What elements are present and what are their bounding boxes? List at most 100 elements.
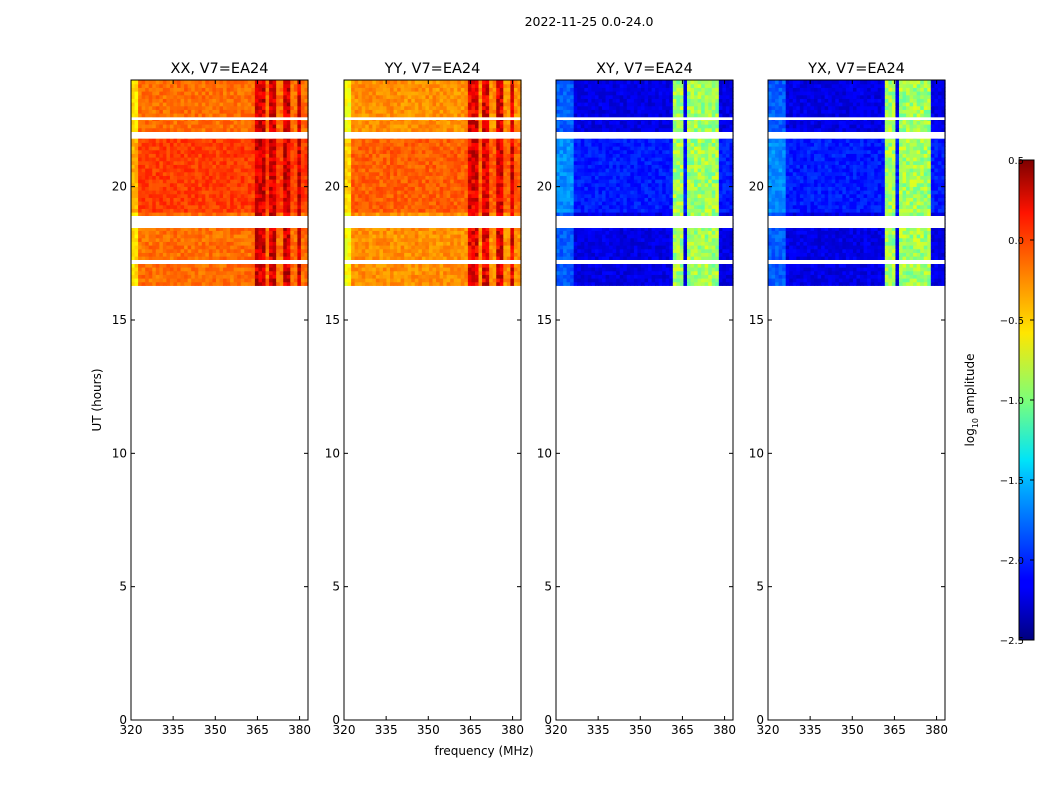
heatmap-cell — [223, 208, 228, 213]
heatmap-cell — [261, 226, 267, 231]
heatmap-cell — [269, 83, 274, 88]
heatmap-cell — [205, 204, 210, 209]
heatmap-cell — [393, 197, 398, 202]
heatmap-cell — [499, 270, 504, 275]
heatmap-cell — [496, 171, 501, 176]
heatmap-cell — [300, 226, 306, 231]
heatmap-cell — [351, 226, 356, 231]
heatmap-cell — [162, 113, 167, 118]
heatmap-cell — [393, 252, 398, 257]
heatmap-cell — [460, 201, 465, 206]
heatmap-cell — [464, 230, 469, 235]
heatmap-cell — [414, 241, 419, 246]
heatmap-cell — [460, 153, 465, 158]
heatmap-cell — [258, 179, 263, 184]
heatmap-cell — [283, 157, 288, 162]
heatmap-cell — [382, 267, 388, 272]
heatmap-cell — [141, 226, 146, 231]
heatmap-cell — [460, 256, 465, 261]
heatmap-cell — [276, 241, 281, 246]
heatmap-cell — [131, 175, 136, 180]
heatmap-cell — [138, 182, 143, 187]
heatmap-cell — [286, 274, 291, 279]
heatmap-cell — [407, 267, 412, 272]
heatmap-cell — [404, 164, 409, 169]
heatmap-cell — [198, 204, 203, 209]
heatmap-cell — [272, 281, 277, 286]
heatmap-cell — [425, 230, 430, 235]
heatmap-cell — [397, 256, 402, 261]
heatmap-cell — [411, 237, 416, 242]
heatmap-cell — [261, 230, 267, 235]
heatmap-cell — [276, 278, 281, 283]
heatmap-cell — [251, 186, 256, 191]
heatmap-cell — [169, 252, 175, 257]
heatmap-cell — [368, 252, 373, 257]
heatmap-cell — [404, 138, 409, 143]
heatmap-cell — [436, 281, 441, 286]
heatmap-cell — [279, 171, 284, 176]
heatmap-cell — [261, 160, 267, 165]
heatmap-cell — [517, 175, 522, 180]
heatmap-cell — [506, 142, 511, 147]
heatmap-cell — [304, 278, 309, 283]
heatmap-cell — [258, 193, 263, 198]
heatmap-cell — [351, 208, 356, 213]
heatmap-cell — [436, 234, 441, 239]
heatmap-cell — [393, 226, 398, 231]
heatmap-cell — [219, 204, 224, 209]
heatmap-cell — [467, 256, 473, 261]
heatmap-cell — [145, 157, 150, 162]
heatmap-cell — [400, 274, 405, 279]
heatmap-cell — [177, 234, 182, 239]
heatmap-cell — [265, 234, 270, 239]
heatmap-cell — [421, 193, 427, 198]
heatmap-cell — [223, 142, 228, 147]
heatmap-cell — [386, 175, 391, 180]
heatmap-cell — [351, 201, 356, 206]
heatmap-cell — [173, 212, 178, 217]
heatmap-cell — [407, 182, 412, 187]
heatmap-cell — [230, 146, 235, 151]
heatmap-cell — [169, 98, 175, 103]
heatmap-cell — [205, 281, 210, 286]
heatmap-cell — [254, 252, 260, 257]
heatmap-cell — [187, 270, 192, 275]
heatmap-cell — [286, 256, 291, 261]
heatmap-cell — [138, 263, 143, 268]
heatmap-cell — [386, 190, 391, 195]
heatmap-cell — [361, 212, 366, 217]
heatmap-cell — [152, 182, 157, 187]
heatmap-cell — [457, 256, 462, 261]
heatmap-cell — [283, 179, 288, 184]
heatmap-cell — [148, 241, 153, 246]
heatmap-cell — [400, 281, 405, 286]
heatmap-cell — [375, 278, 380, 283]
heatmap-cell — [421, 164, 427, 169]
heatmap-cell — [400, 149, 405, 154]
heatmap-cell — [276, 226, 281, 231]
heatmap-cell — [372, 274, 377, 279]
heatmap-cell — [272, 267, 277, 272]
heatmap-cell — [290, 142, 295, 147]
heatmap-cell — [180, 245, 185, 250]
heatmap-cell — [155, 193, 160, 198]
heatmap-cell — [230, 168, 235, 173]
heatmap-cell — [279, 124, 284, 129]
x-axis-label: frequency (MHz) — [434, 744, 533, 758]
heatmap-cell — [258, 234, 263, 239]
heatmap-cell — [244, 149, 249, 154]
heatmap-cell — [513, 153, 519, 158]
heatmap-cell — [212, 171, 217, 176]
heatmap-cell — [247, 157, 252, 162]
heatmap-cell — [240, 105, 245, 110]
heatmap-cell — [300, 179, 306, 184]
heatmap-cell — [141, 105, 146, 110]
heatmap-cell — [467, 278, 473, 283]
heatmap-cell — [457, 168, 462, 173]
heatmap-cell — [386, 157, 391, 162]
heatmap-cell — [439, 186, 444, 191]
heatmap-cell — [425, 186, 430, 191]
heatmap-cell — [453, 197, 458, 202]
heatmap-cell — [464, 190, 469, 195]
